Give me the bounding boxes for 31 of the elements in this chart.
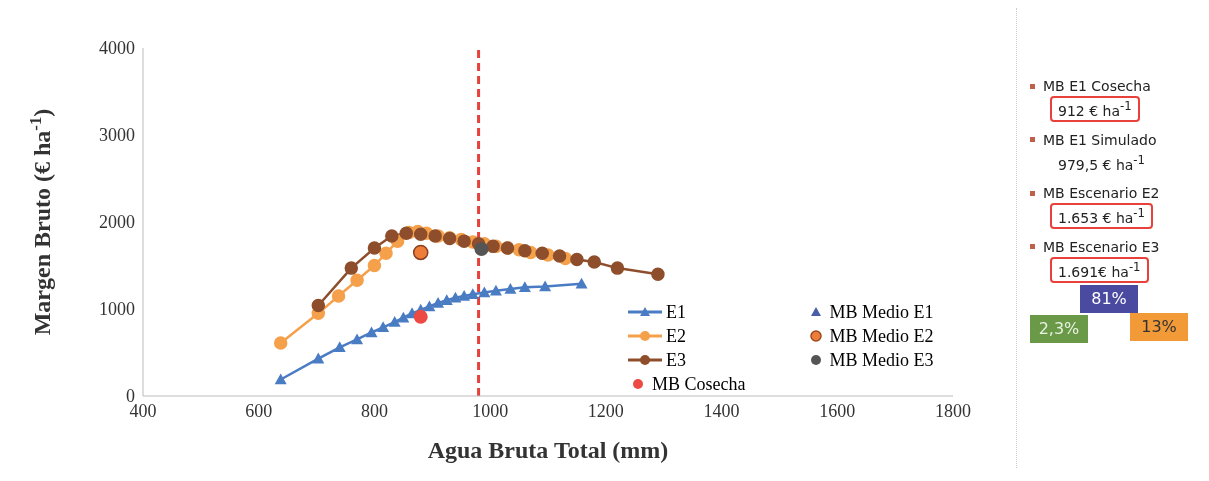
x-tick-label: 1000 [472,400,509,421]
text: 2,3% [1030,314,1088,343]
text: MB Escenario E2 [1043,185,1160,202]
legend-label: MB Medio E3 [829,349,934,371]
legend-label: MB Cosecha [652,373,746,395]
text: 13% [1130,312,1188,341]
legend-label: E1 [666,301,686,323]
legend-label: E3 [666,349,686,371]
x-tick-label: 1200 [587,400,624,421]
legend-label: MB Medio E1 [829,301,934,323]
y-tick-label: 4000 [99,38,135,59]
x-tick-label: 1600 [819,400,856,421]
text: MB E1 Cosecha [1043,78,1151,94]
legend-label: MB Medio E2 [829,325,934,347]
text: 912 € ha$^{-1}$ [1050,96,1140,122]
legend-label: E2 [666,325,686,347]
x-tick-label: 600 [245,400,273,421]
text: MB E1 Simulado [1043,131,1157,148]
x-axis-title: Agua Bruta Total (mm) [427,437,669,463]
text: 1.691€ ha$^{-1}$ [1050,256,1149,283]
y-tick-label: 2000 [99,212,135,233]
y-tick-label: 1000 [99,299,135,320]
y-tick-label: 3000 [99,125,135,146]
x-tick-label: 1400 [703,400,740,421]
x-tick-label: 800 [360,400,388,421]
y-tick-label: 0 [126,386,135,407]
text: 979,5 € ha$^{-1}$ [1057,151,1146,175]
x-tick-label: 1800 [935,400,971,421]
text: 1.653 € ha$^{-1}$ [1050,203,1153,229]
text: MB Escenario E3 [1043,238,1160,255]
text: 81% [1080,284,1138,313]
